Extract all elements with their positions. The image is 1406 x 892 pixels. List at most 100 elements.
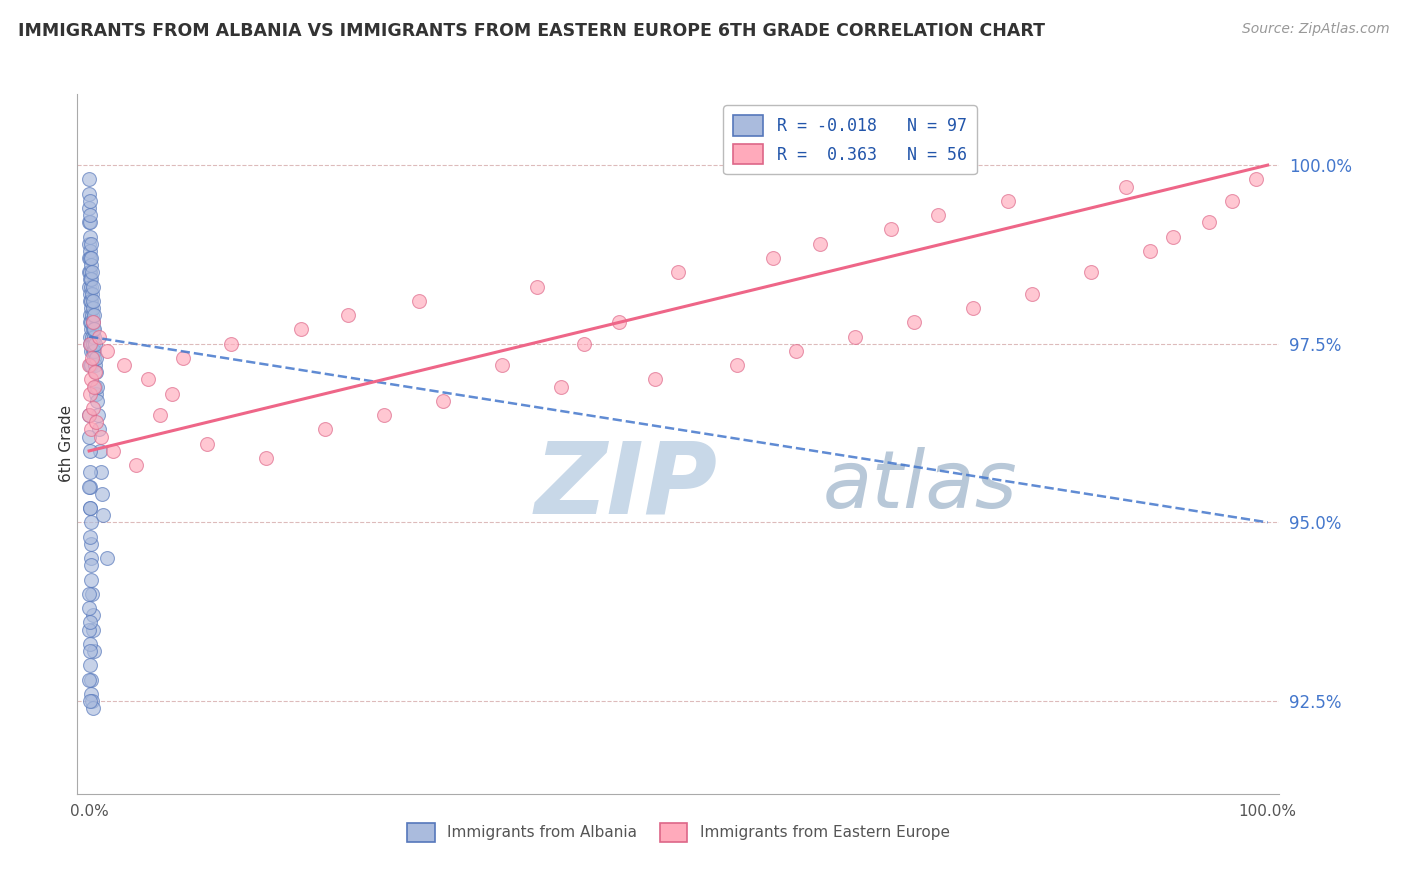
Point	[79, 286, 101, 301]
Point	[82, 343, 104, 358]
Point	[86, 393, 108, 408]
Point	[80, 279, 103, 293]
Point	[77, 265, 100, 279]
Point	[83, 322, 105, 336]
Text: IMMIGRANTS FROM ALBANIA VS IMMIGRANTS FROM EASTERN EUROPE 6TH GRADE CORRELATION : IMMIGRANTS FROM ALBANIA VS IMMIGRANTS FR…	[18, 22, 1045, 40]
Point	[77, 358, 100, 372]
Point	[79, 530, 101, 544]
Point	[80, 286, 103, 301]
Point	[80, 537, 103, 551]
Point	[80, 673, 103, 687]
Point	[96, 551, 118, 566]
Point	[79, 466, 101, 480]
Point	[79, 501, 101, 516]
Point	[114, 358, 136, 372]
Point	[79, 293, 101, 308]
Point	[84, 415, 107, 429]
Point	[77, 251, 100, 265]
Point	[254, 451, 277, 466]
Text: ZIP: ZIP	[534, 437, 717, 534]
Point	[491, 358, 513, 372]
Point	[844, 329, 866, 343]
Point	[84, 358, 107, 372]
Point	[79, 694, 101, 708]
Point	[1220, 194, 1243, 208]
Point	[79, 208, 101, 222]
Point	[77, 480, 100, 494]
Point	[79, 194, 101, 208]
Point	[84, 336, 107, 351]
Point	[77, 601, 100, 615]
Point	[83, 343, 105, 358]
Point	[550, 379, 572, 393]
Point	[80, 573, 103, 587]
Point	[82, 279, 104, 293]
Point	[77, 186, 100, 201]
Point	[219, 336, 242, 351]
Point	[668, 265, 690, 279]
Point	[79, 265, 101, 279]
Point	[79, 386, 101, 401]
Point	[79, 480, 101, 494]
Point	[77, 215, 100, 229]
Point	[101, 444, 124, 458]
Point	[83, 644, 105, 658]
Point	[79, 251, 101, 265]
Point	[149, 408, 172, 422]
Point	[77, 408, 100, 422]
Point	[80, 558, 103, 573]
Point	[77, 201, 100, 215]
Point	[86, 379, 108, 393]
Point	[91, 487, 114, 501]
Point	[1021, 286, 1043, 301]
Point	[89, 444, 111, 458]
Point	[879, 222, 901, 236]
Point	[96, 343, 118, 358]
Point	[91, 508, 114, 523]
Point	[80, 322, 103, 336]
Point	[136, 372, 159, 386]
Point	[82, 701, 104, 715]
Point	[79, 229, 101, 244]
Point	[83, 379, 105, 393]
Point	[80, 236, 103, 251]
Point	[80, 336, 103, 351]
Point	[77, 279, 100, 293]
Point	[79, 315, 101, 329]
Point	[80, 422, 103, 436]
Point	[80, 587, 103, 601]
Point	[1080, 265, 1102, 279]
Point	[79, 272, 101, 286]
Point	[77, 429, 100, 443]
Y-axis label: 6th Grade: 6th Grade	[59, 405, 73, 483]
Point	[84, 379, 107, 393]
Point	[80, 308, 103, 322]
Point	[77, 172, 100, 186]
Point	[84, 386, 107, 401]
Point	[725, 358, 748, 372]
Point	[79, 637, 101, 651]
Point	[1139, 244, 1161, 258]
Point	[79, 658, 101, 673]
Point	[79, 615, 101, 630]
Point	[79, 329, 101, 343]
Point	[80, 687, 103, 701]
Point	[79, 244, 101, 258]
Text: atlas: atlas	[823, 447, 1018, 524]
Point	[82, 608, 104, 623]
Point	[1163, 229, 1185, 244]
Point	[77, 408, 100, 422]
Point	[80, 372, 103, 386]
Point	[83, 351, 105, 365]
Point	[644, 372, 666, 386]
Point	[82, 623, 104, 637]
Point	[785, 343, 807, 358]
Point	[572, 336, 595, 351]
Point	[80, 329, 103, 343]
Point	[432, 393, 454, 408]
Point	[290, 322, 312, 336]
Point	[82, 315, 104, 329]
Point	[80, 251, 103, 265]
Point	[79, 501, 101, 516]
Point	[83, 308, 105, 322]
